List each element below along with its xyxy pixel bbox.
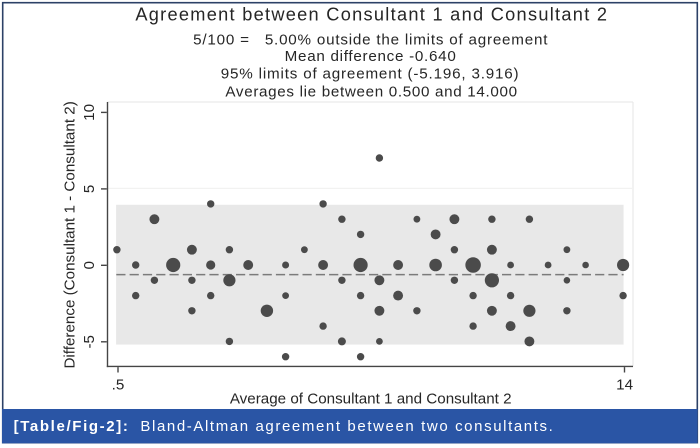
svg-text:95% limits of agreement (-5.19: 95% limits of agreement (-5.196, 3.916) [221,65,520,82]
svg-text:Mean difference -0.640: Mean difference -0.640 [285,48,457,65]
svg-text:10: 10 [81,104,98,121]
svg-text:Bland-Altman agreement between: Bland-Altman agreement between two consu… [140,418,554,435]
svg-text:5: 5 [81,185,98,193]
svg-text:Averages lie between 0.500 and: Averages lie between 0.500 and 14.000 [225,83,517,100]
svg-text:14: 14 [616,377,633,394]
svg-text:.5: .5 [112,377,125,394]
svg-text:5/100 = 5.00% outside the li: 5/100 = 5.00% outside the limits of agre… [193,31,548,48]
svg-text:Agreement between Consultant 1: Agreement between Consultant 1 and Consu… [135,4,608,24]
svg-text:0: 0 [81,261,98,269]
svg-text:Difference (Consultant 1 - Con: Difference (Consultant 1 - Consultant 2) [62,101,79,368]
svg-text:-5: -5 [81,335,98,349]
svg-text:Average of Consultant 1 and Co: Average of Consultant 1 and Consultant 2 [230,391,512,408]
svg-text:[Table/Fig-2]:: [Table/Fig-2]: [14,418,130,435]
